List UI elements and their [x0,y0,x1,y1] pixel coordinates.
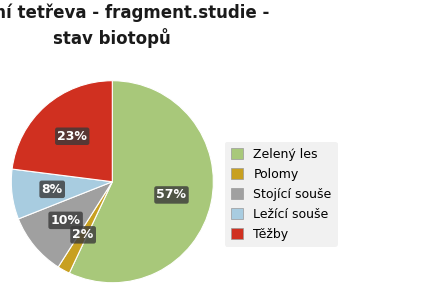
Title: území tetřeva - fragment.studie -
stav biotopů: území tetřeva - fragment.studie - stav b… [0,3,269,48]
Text: 2%: 2% [73,228,94,241]
Legend: Zelený les, Polomy, Stojící souše, Ležící souše, Těžby: Zelený les, Polomy, Stojící souše, Ležíc… [225,142,338,247]
Text: 23%: 23% [57,130,87,143]
Text: 8%: 8% [41,183,63,196]
Text: 10%: 10% [51,214,81,227]
Wedge shape [12,81,112,182]
Text: 57%: 57% [156,188,187,201]
Wedge shape [58,182,112,273]
Wedge shape [19,182,112,267]
Wedge shape [11,169,112,219]
Wedge shape [69,81,213,283]
